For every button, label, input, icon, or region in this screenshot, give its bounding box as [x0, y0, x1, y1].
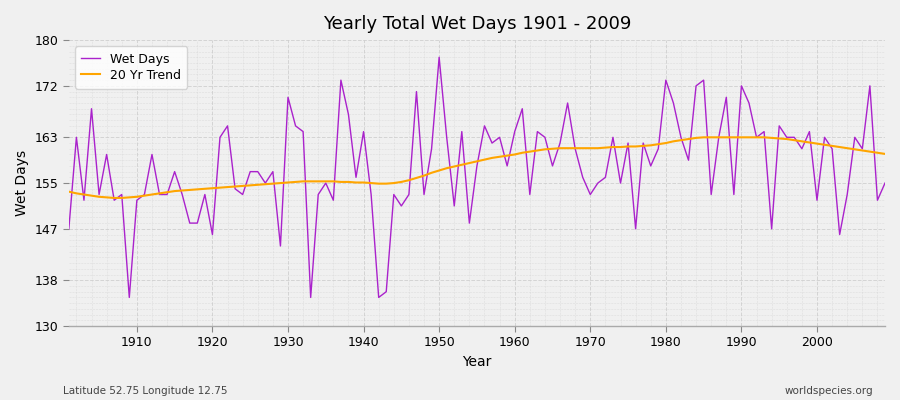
20 Yr Trend — [63, 189, 74, 194]
20 Yr Trend — [608, 145, 618, 150]
Wet Days — [434, 55, 445, 60]
20 Yr Trend — [698, 135, 709, 140]
Wet Days — [131, 198, 142, 203]
20 Yr Trend — [879, 152, 890, 156]
Wet Days — [525, 192, 535, 197]
20 Yr Trend — [298, 179, 309, 184]
Legend: Wet Days, 20 Yr Trend: Wet Days, 20 Yr Trend — [75, 46, 187, 89]
20 Yr Trend — [517, 150, 527, 155]
Line: Wet Days: Wet Days — [68, 57, 885, 298]
Wet Days — [63, 226, 74, 231]
Wet Days — [879, 181, 890, 186]
X-axis label: Year: Year — [463, 355, 491, 369]
Wet Days — [124, 295, 135, 300]
Title: Yearly Total Wet Days 1901 - 2009: Yearly Total Wet Days 1901 - 2009 — [323, 15, 631, 33]
Wet Days — [343, 112, 354, 117]
20 Yr Trend — [509, 152, 520, 157]
20 Yr Trend — [109, 196, 120, 200]
20 Yr Trend — [131, 194, 142, 199]
Wet Days — [615, 181, 626, 186]
Text: worldspecies.org: worldspecies.org — [785, 386, 873, 396]
Text: Latitude 52.75 Longitude 12.75: Latitude 52.75 Longitude 12.75 — [63, 386, 228, 396]
Line: 20 Yr Trend: 20 Yr Trend — [68, 137, 885, 198]
20 Yr Trend — [343, 180, 354, 184]
Wet Days — [517, 106, 527, 111]
Y-axis label: Wet Days: Wet Days — [15, 150, 29, 216]
Wet Days — [298, 129, 309, 134]
